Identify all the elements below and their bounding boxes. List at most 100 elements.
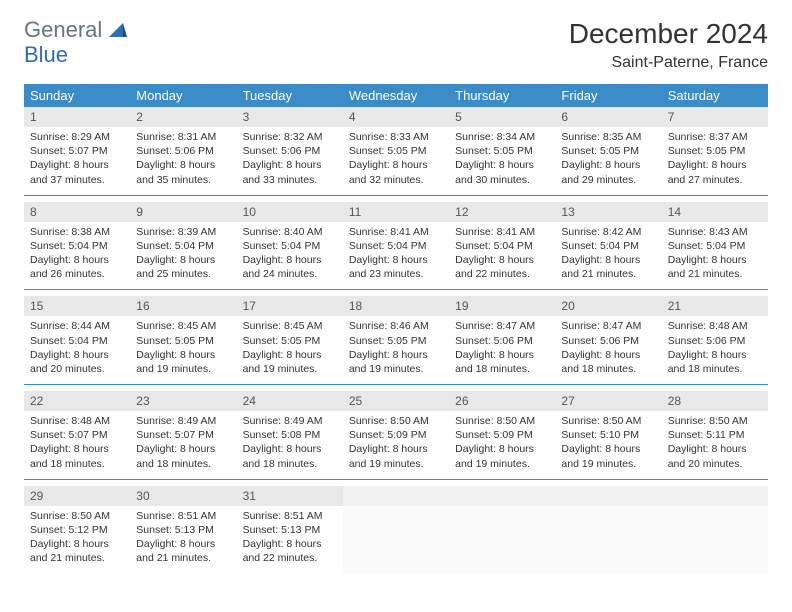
daylight-line: Daylight: 8 hours and 21 minutes. bbox=[561, 253, 655, 281]
day-cell: Sunrise: 8:48 AMSunset: 5:06 PMDaylight:… bbox=[662, 316, 768, 384]
day-cell: Sunrise: 8:41 AMSunset: 5:04 PMDaylight:… bbox=[449, 222, 555, 290]
daylight-line: Daylight: 8 hours and 19 minutes. bbox=[349, 348, 443, 376]
daylight-line: Daylight: 8 hours and 18 minutes. bbox=[243, 442, 337, 470]
sunset-line: Sunset: 5:05 PM bbox=[349, 144, 443, 158]
sunset-line: Sunset: 5:06 PM bbox=[243, 144, 337, 158]
content-row: Sunrise: 8:44 AMSunset: 5:04 PMDaylight:… bbox=[24, 316, 768, 384]
day-number bbox=[555, 486, 661, 506]
title-block: December 2024 Saint-Paterne, France bbox=[569, 18, 768, 72]
day-headers-row: SundayMondayTuesdayWednesdayThursdayFrid… bbox=[24, 84, 768, 107]
location: Saint-Paterne, France bbox=[569, 54, 768, 72]
sunrise-line: Sunrise: 8:43 AM bbox=[668, 225, 762, 239]
sunrise-line: Sunrise: 8:39 AM bbox=[136, 225, 230, 239]
day-number: 10 bbox=[237, 202, 343, 222]
logo-line2: Blue bbox=[24, 42, 68, 67]
daylight-line: Daylight: 8 hours and 33 minutes. bbox=[243, 158, 337, 186]
sunrise-line: Sunrise: 8:42 AM bbox=[561, 225, 655, 239]
sunset-line: Sunset: 5:05 PM bbox=[455, 144, 549, 158]
sunset-line: Sunset: 5:06 PM bbox=[668, 334, 762, 348]
day-cell bbox=[662, 506, 768, 574]
sunset-line: Sunset: 5:05 PM bbox=[136, 334, 230, 348]
day-number bbox=[449, 486, 555, 506]
day-number: 20 bbox=[555, 296, 661, 316]
day-cell: Sunrise: 8:32 AMSunset: 5:06 PMDaylight:… bbox=[237, 127, 343, 195]
daylight-line: Daylight: 8 hours and 23 minutes. bbox=[349, 253, 443, 281]
sunset-line: Sunset: 5:13 PM bbox=[243, 523, 337, 537]
day-number: 11 bbox=[343, 202, 449, 222]
sunrise-line: Sunrise: 8:50 AM bbox=[668, 414, 762, 428]
daylight-line: Daylight: 8 hours and 20 minutes. bbox=[668, 442, 762, 470]
sunrise-line: Sunrise: 8:47 AM bbox=[561, 319, 655, 333]
day-number: 14 bbox=[662, 202, 768, 222]
daynum-row: 891011121314 bbox=[24, 202, 768, 222]
day-cell: Sunrise: 8:35 AMSunset: 5:05 PMDaylight:… bbox=[555, 127, 661, 195]
sunset-line: Sunset: 5:05 PM bbox=[668, 144, 762, 158]
sunset-line: Sunset: 5:07 PM bbox=[30, 428, 124, 442]
day-number: 8 bbox=[24, 202, 130, 222]
day-cell: Sunrise: 8:50 AMSunset: 5:09 PMDaylight:… bbox=[343, 411, 449, 479]
day-number: 7 bbox=[662, 107, 768, 127]
sunrise-line: Sunrise: 8:50 AM bbox=[561, 414, 655, 428]
daylight-line: Daylight: 8 hours and 25 minutes. bbox=[136, 253, 230, 281]
sunrise-line: Sunrise: 8:44 AM bbox=[30, 319, 124, 333]
day-number: 9 bbox=[130, 202, 236, 222]
day-number bbox=[343, 486, 449, 506]
daylight-line: Daylight: 8 hours and 19 minutes. bbox=[136, 348, 230, 376]
day-cell: Sunrise: 8:29 AMSunset: 5:07 PMDaylight:… bbox=[24, 127, 130, 195]
daylight-line: Daylight: 8 hours and 22 minutes. bbox=[243, 537, 337, 565]
day-number: 21 bbox=[662, 296, 768, 316]
daylight-line: Daylight: 8 hours and 21 minutes. bbox=[136, 537, 230, 565]
day-number: 5 bbox=[449, 107, 555, 127]
sunset-line: Sunset: 5:06 PM bbox=[561, 334, 655, 348]
day-number: 19 bbox=[449, 296, 555, 316]
daylight-line: Daylight: 8 hours and 21 minutes. bbox=[30, 537, 124, 565]
day-header: Sunday bbox=[24, 84, 130, 107]
day-cell: Sunrise: 8:45 AMSunset: 5:05 PMDaylight:… bbox=[237, 316, 343, 384]
day-cell: Sunrise: 8:40 AMSunset: 5:04 PMDaylight:… bbox=[237, 222, 343, 290]
day-cell: Sunrise: 8:51 AMSunset: 5:13 PMDaylight:… bbox=[130, 506, 236, 574]
day-header: Thursday bbox=[449, 84, 555, 107]
content-row: Sunrise: 8:48 AMSunset: 5:07 PMDaylight:… bbox=[24, 411, 768, 479]
sunset-line: Sunset: 5:04 PM bbox=[349, 239, 443, 253]
day-header: Saturday bbox=[662, 84, 768, 107]
content-row: Sunrise: 8:29 AMSunset: 5:07 PMDaylight:… bbox=[24, 127, 768, 195]
day-number: 4 bbox=[343, 107, 449, 127]
day-cell: Sunrise: 8:51 AMSunset: 5:13 PMDaylight:… bbox=[237, 506, 343, 574]
sunrise-line: Sunrise: 8:38 AM bbox=[30, 225, 124, 239]
sunset-line: Sunset: 5:05 PM bbox=[349, 334, 443, 348]
daylight-line: Daylight: 8 hours and 18 minutes. bbox=[561, 348, 655, 376]
sunrise-line: Sunrise: 8:47 AM bbox=[455, 319, 549, 333]
sunrise-line: Sunrise: 8:40 AM bbox=[243, 225, 337, 239]
day-cell: Sunrise: 8:41 AMSunset: 5:04 PMDaylight:… bbox=[343, 222, 449, 290]
day-number: 30 bbox=[130, 486, 236, 506]
day-number: 12 bbox=[449, 202, 555, 222]
daylight-line: Daylight: 8 hours and 18 minutes. bbox=[136, 442, 230, 470]
sunset-line: Sunset: 5:08 PM bbox=[243, 428, 337, 442]
daylight-line: Daylight: 8 hours and 29 minutes. bbox=[561, 158, 655, 186]
day-cell: Sunrise: 8:33 AMSunset: 5:05 PMDaylight:… bbox=[343, 127, 449, 195]
day-number: 27 bbox=[555, 391, 661, 411]
day-number: 13 bbox=[555, 202, 661, 222]
day-cell: Sunrise: 8:37 AMSunset: 5:05 PMDaylight:… bbox=[662, 127, 768, 195]
content-row: Sunrise: 8:50 AMSunset: 5:12 PMDaylight:… bbox=[24, 506, 768, 574]
sunrise-line: Sunrise: 8:46 AM bbox=[349, 319, 443, 333]
sunset-line: Sunset: 5:09 PM bbox=[349, 428, 443, 442]
sunrise-line: Sunrise: 8:51 AM bbox=[136, 509, 230, 523]
day-number: 31 bbox=[237, 486, 343, 506]
day-number bbox=[662, 486, 768, 506]
sunset-line: Sunset: 5:07 PM bbox=[30, 144, 124, 158]
sunrise-line: Sunrise: 8:41 AM bbox=[349, 225, 443, 239]
day-header: Tuesday bbox=[237, 84, 343, 107]
day-number: 18 bbox=[343, 296, 449, 316]
day-cell: Sunrise: 8:39 AMSunset: 5:04 PMDaylight:… bbox=[130, 222, 236, 290]
sunrise-line: Sunrise: 8:34 AM bbox=[455, 130, 549, 144]
sunrise-line: Sunrise: 8:31 AM bbox=[136, 130, 230, 144]
daylight-line: Daylight: 8 hours and 27 minutes. bbox=[668, 158, 762, 186]
day-number: 28 bbox=[662, 391, 768, 411]
sunset-line: Sunset: 5:05 PM bbox=[243, 334, 337, 348]
daylight-line: Daylight: 8 hours and 19 minutes. bbox=[561, 442, 655, 470]
day-cell: Sunrise: 8:49 AMSunset: 5:07 PMDaylight:… bbox=[130, 411, 236, 479]
day-cell: Sunrise: 8:50 AMSunset: 5:10 PMDaylight:… bbox=[555, 411, 661, 479]
day-number: 2 bbox=[130, 107, 236, 127]
daylight-line: Daylight: 8 hours and 20 minutes. bbox=[30, 348, 124, 376]
